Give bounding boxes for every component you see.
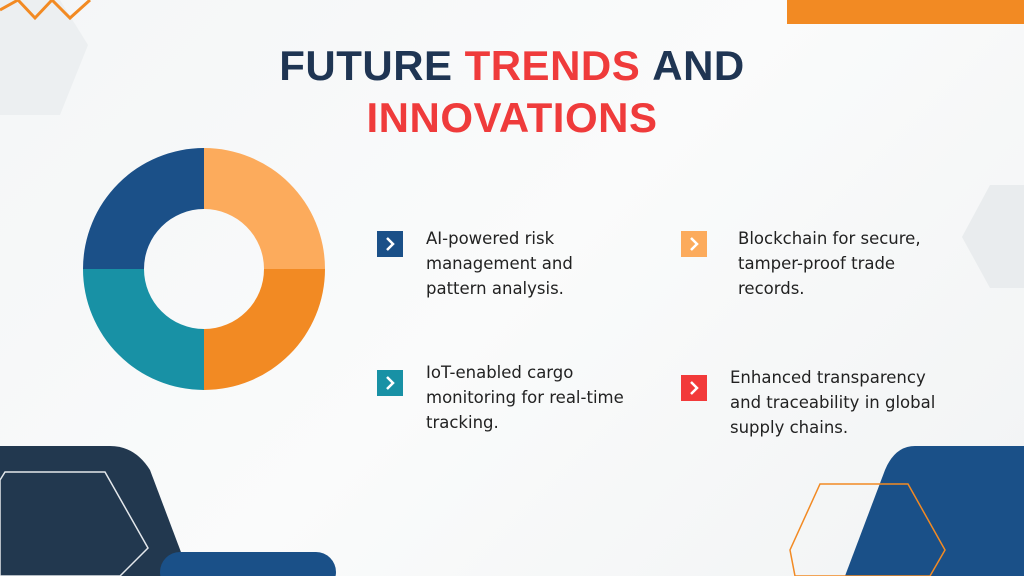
item-text: AI-powered risk management and pattern a… — [426, 229, 573, 298]
donut-segment — [204, 269, 325, 390]
bottom-bar — [160, 552, 336, 576]
donut-segment — [83, 148, 204, 269]
title-word: TRENDS — [464, 42, 641, 89]
item-icon — [377, 370, 403, 396]
chevron — [690, 237, 699, 251]
title-word: INNOVATIONS — [366, 94, 658, 141]
corner-shape — [0, 446, 190, 576]
top-bar — [787, 0, 1024, 24]
hexagon-outline — [0, 471, 149, 576]
item-text: Enhanced transparency and traceability i… — [730, 368, 936, 437]
item-icon — [377, 231, 403, 257]
title-word: FUTURE — [279, 42, 453, 89]
item-text: IoT-enabled cargo monitoring for real-ti… — [426, 363, 624, 432]
hexagon-bg — [962, 185, 1024, 288]
item-icon — [681, 375, 707, 401]
chevron — [386, 237, 395, 251]
zigzag — [0, 0, 92, 21]
chevron — [690, 381, 699, 395]
donut-segment — [204, 148, 325, 269]
hexagon-bg — [0, 0, 88, 115]
title: FUTURE TRENDS AND INNOVATIONS — [0, 40, 1024, 144]
donut-segment — [83, 269, 204, 390]
chevron — [386, 376, 395, 390]
item-text: Blockchain for secure, tamper-proof trad… — [738, 229, 921, 298]
donut — [83, 148, 325, 390]
corner-shape — [845, 446, 1024, 576]
hexagon-outline — [789, 483, 946, 576]
title-word: AND — [652, 42, 745, 89]
item-icon — [681, 231, 707, 257]
